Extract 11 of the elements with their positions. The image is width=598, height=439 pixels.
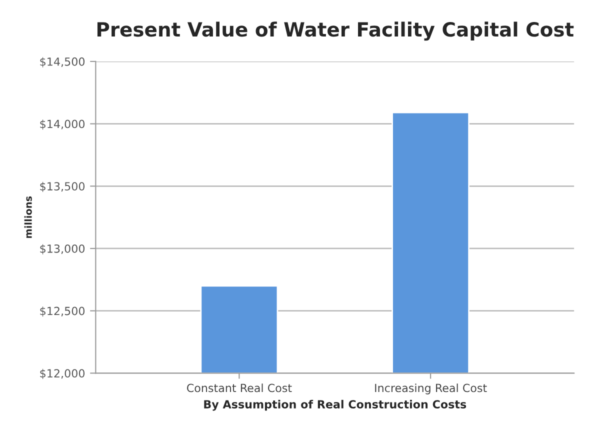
- y-axis-title: millions: [24, 196, 32, 238]
- y-tick-label: $13,000: [40, 244, 85, 254]
- y-tick-label: $14,500: [40, 57, 85, 68]
- y-tick-label: $13,500: [40, 182, 85, 192]
- chart-title: Present Value of Water Facility Capital Cost: [97, 22, 574, 41]
- x-axis-title: By Assumption of Real Construction Costs: [204, 400, 466, 411]
- x-tick-label: Constant Real Cost: [186, 384, 292, 392]
- y-tick-label: $12,500: [40, 306, 85, 317]
- y-tick-label: $12,000: [40, 368, 85, 380]
- y-tick-label: $14,000: [40, 120, 85, 130]
- x-tick-label: Increasing Real Cost: [375, 384, 487, 394]
